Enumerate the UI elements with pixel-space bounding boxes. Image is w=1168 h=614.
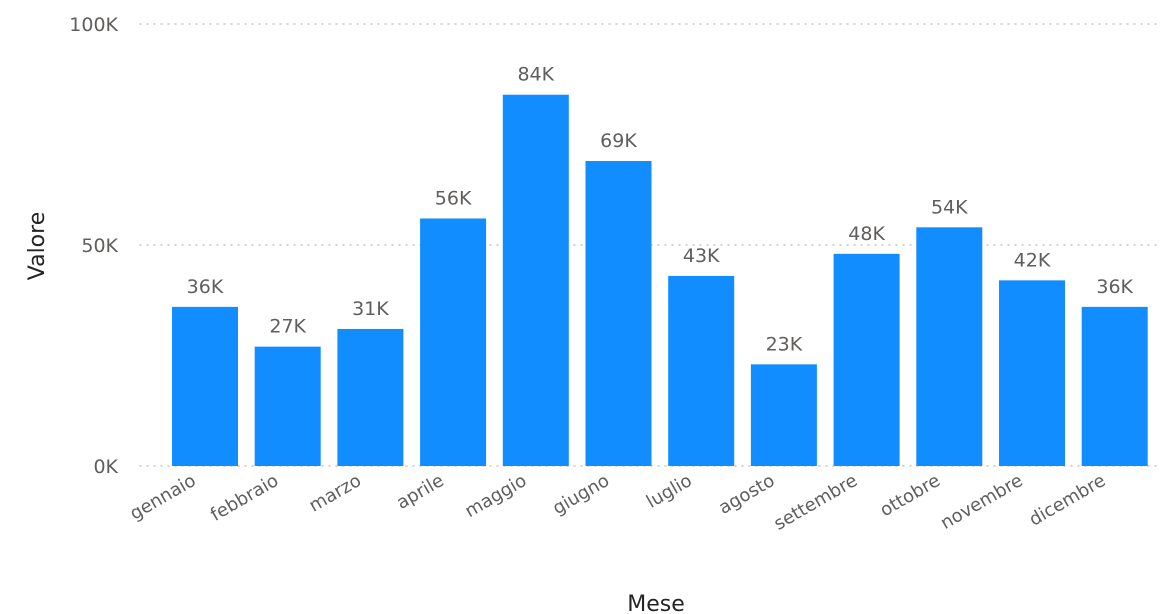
data-label: 36K [1096, 276, 1133, 298]
x-tick-label: gennaio [126, 470, 199, 524]
data-label: 84K [517, 64, 554, 86]
bar [502, 94, 569, 466]
x-tick-label: aprile [393, 470, 448, 514]
bar [999, 280, 1065, 466]
data-label: 36K [187, 276, 224, 298]
bars [172, 94, 1148, 466]
y-axis-ticks: 0K 50K 100K [69, 14, 118, 478]
data-label: 69K [600, 130, 637, 152]
x-tick-label: dicembre [1026, 470, 1110, 530]
y-tick-label: 100K [69, 14, 118, 36]
bar [172, 306, 238, 466]
data-label: 27K [269, 316, 306, 338]
y-tick-label: 50K [81, 235, 118, 257]
data-label: 31K [352, 298, 389, 320]
bar [750, 364, 817, 466]
x-tick-label: giugno [549, 470, 613, 519]
x-tick-label: marzo [306, 470, 365, 516]
bar [420, 218, 487, 466]
bar [833, 253, 900, 466]
y-tick-label: 0K [93, 456, 118, 478]
data-labels: 36K 27K 31K 56K 84K 69K 43K 23K 48K 54K 42K 36K [187, 64, 1134, 356]
bar [668, 275, 735, 466]
x-tick-label: maggio [461, 470, 530, 522]
bar [254, 346, 321, 466]
y-axis-title: Valore [25, 212, 50, 281]
data-label: 54K [931, 196, 968, 218]
data-label: 43K [683, 245, 720, 267]
bar [337, 328, 404, 466]
x-tick-label: ottobre [876, 470, 943, 521]
x-tick-label: febbraio [207, 470, 282, 526]
x-axis-ticks: gennaio febbraio marzo aprile maggio giugno lu… [126, 470, 1109, 535]
data-label: 48K [848, 223, 885, 245]
x-tick-label: luglio [643, 470, 696, 513]
x-axis-title: Mese [627, 592, 685, 614]
bar [916, 227, 983, 466]
x-tick-label: agosto [715, 470, 778, 519]
data-label: 42K [1014, 249, 1051, 271]
bar [585, 161, 652, 466]
x-tick-label: settembre [770, 470, 861, 535]
data-label: 56K [435, 187, 472, 209]
bar [1081, 306, 1148, 466]
data-label: 23K [766, 333, 803, 355]
x-tick-label: novembre [937, 470, 1026, 534]
